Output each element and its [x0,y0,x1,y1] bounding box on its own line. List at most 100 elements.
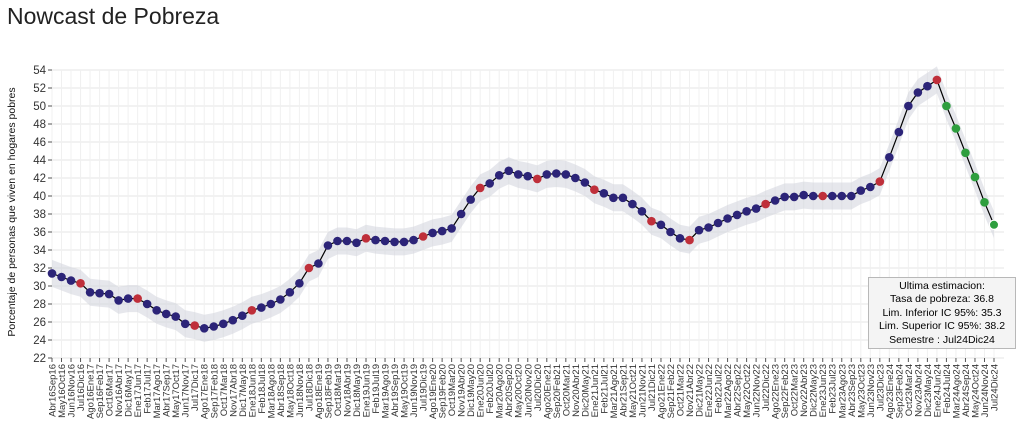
x-tick-label: Oct23Mar24 [904,364,915,416]
last-estimate-tooltip: Ultima estimacion: Tasa de pobreza: 36.8… [868,277,1016,349]
x-tick-label: Jul17Dic17 [190,364,201,411]
data-point [532,174,542,184]
x-tick-label: May24Oct24 [970,364,981,418]
x-tick-label: Abr18Sep18 [276,364,287,417]
y-tick-label: 36 [33,227,46,239]
data-point [770,196,780,205]
data-point [599,189,609,198]
x-tick-label: Feb18Jul18 [257,364,268,414]
x-tick-label: Abr19Sep19 [390,364,401,417]
data-point [951,124,961,133]
x-tick-label: Abr24Sep24 [961,364,972,417]
x-tick-label: Abr21Sep21 [618,364,629,417]
y-tick-label: 54 [33,65,46,77]
x-tick-label: Jun22Nov22 [752,364,763,417]
x-tick-label: Dic21May22 [695,364,706,417]
x-tick-label: Ene21Jun21 [590,364,601,417]
data-point [713,218,723,228]
x-axis: Abr16Sep16May16Oct16Jun16Nov16Jul16Dic16… [48,358,1001,419]
x-tick-label: Dic16May17 [124,364,135,417]
data-point [637,207,647,216]
x-tick-label: Nov20Abr21 [571,364,582,417]
data-point [513,170,523,179]
x-tick-label: Ago21Ene22 [656,364,667,419]
series-line [51,78,995,329]
x-tick-label: Jul22Dic22 [761,364,772,411]
data-point [257,303,266,312]
x-tick-label: Sep16Feb17 [95,364,106,418]
data-point [323,241,333,250]
data-point [970,172,980,182]
data-point [656,220,666,230]
data-point [428,228,437,238]
data-point [590,185,599,194]
x-tick-label: Jul16Dic16 [76,364,87,411]
data-point [456,209,466,219]
data-point [894,127,904,137]
data-points [47,75,1000,333]
x-tick-label: Mar21Ago21 [609,364,620,418]
x-tick-label: Ene18Jun18 [247,364,258,417]
data-point [409,235,418,245]
y-tick-label: 26 [33,317,46,329]
x-tick-label: Ene22Jun22 [704,364,715,417]
x-tick-label: Abr22Sep22 [733,364,744,417]
y-tick-label: 30 [33,281,46,293]
data-point [494,171,504,180]
x-tick-label: Nov23Abr24 [913,364,924,417]
x-tick-label: Mar23Ago23 [837,364,848,418]
y-tick-label: 42 [33,173,46,185]
x-tick-label: Nov22Abr23 [799,364,810,417]
y-tick-label: 32 [33,263,46,275]
data-point [571,173,580,183]
y-tick-label: 50 [33,101,46,113]
x-tick-label: Ago20Ene21 [542,364,553,419]
data-point [352,238,361,248]
data-point [694,225,704,235]
x-tick-label: May23Oct23 [856,364,867,418]
data-point [932,75,942,85]
data-point [761,199,770,209]
data-point [76,279,85,288]
x-tick-label: Jul24Dic24 [990,364,1001,411]
data-point [475,183,485,193]
data-point [295,279,304,288]
data-point [523,171,533,181]
confidence-band-area [52,66,994,342]
data-point [542,170,552,179]
x-tick-label: Nov19Abr20 [457,364,468,417]
data-point [846,191,856,201]
data-point [85,288,95,297]
x-tick-label: Mar24Ago24 [951,364,962,418]
data-point [247,306,257,315]
x-tick-label: Jun19Nov19 [409,364,420,417]
data-point [827,191,837,201]
x-tick-label: Abr20Sep20 [504,364,515,417]
x-tick-label: Jun16Nov16 [67,364,78,417]
x-tick-label: Sep21Feb22 [666,364,677,418]
data-point [114,296,123,305]
x-tick-label: May16Oct16 [57,364,68,418]
x-tick-label: Oct22Mar23 [790,364,801,416]
x-tick-label: Nov16Abr17 [114,364,125,417]
data-point [199,324,209,333]
data-point [818,191,828,201]
data-point [913,88,923,97]
x-tick-label: Jun23Nov23 [866,364,877,417]
x-tick-label: Oct19Mar20 [447,364,458,416]
data-point [371,235,380,245]
x-tick-label: Jun20Nov20 [523,364,534,417]
x-tick-label: Mar19Ago19 [381,364,392,418]
x-tick-label: Oct16Mar17 [105,364,116,416]
data-point [180,319,190,329]
x-tick-label: Oct20Mar21 [561,364,572,416]
data-point [142,299,152,309]
data-point [47,269,57,278]
data-point [504,166,514,176]
data-point [704,223,713,232]
x-tick-label: Mar18Ago18 [266,364,277,418]
x-tick-label: Ene20Jun20 [476,364,487,417]
data-point [780,192,789,202]
x-tick-label: Mar17Ago17 [152,364,163,418]
data-point [666,227,675,237]
